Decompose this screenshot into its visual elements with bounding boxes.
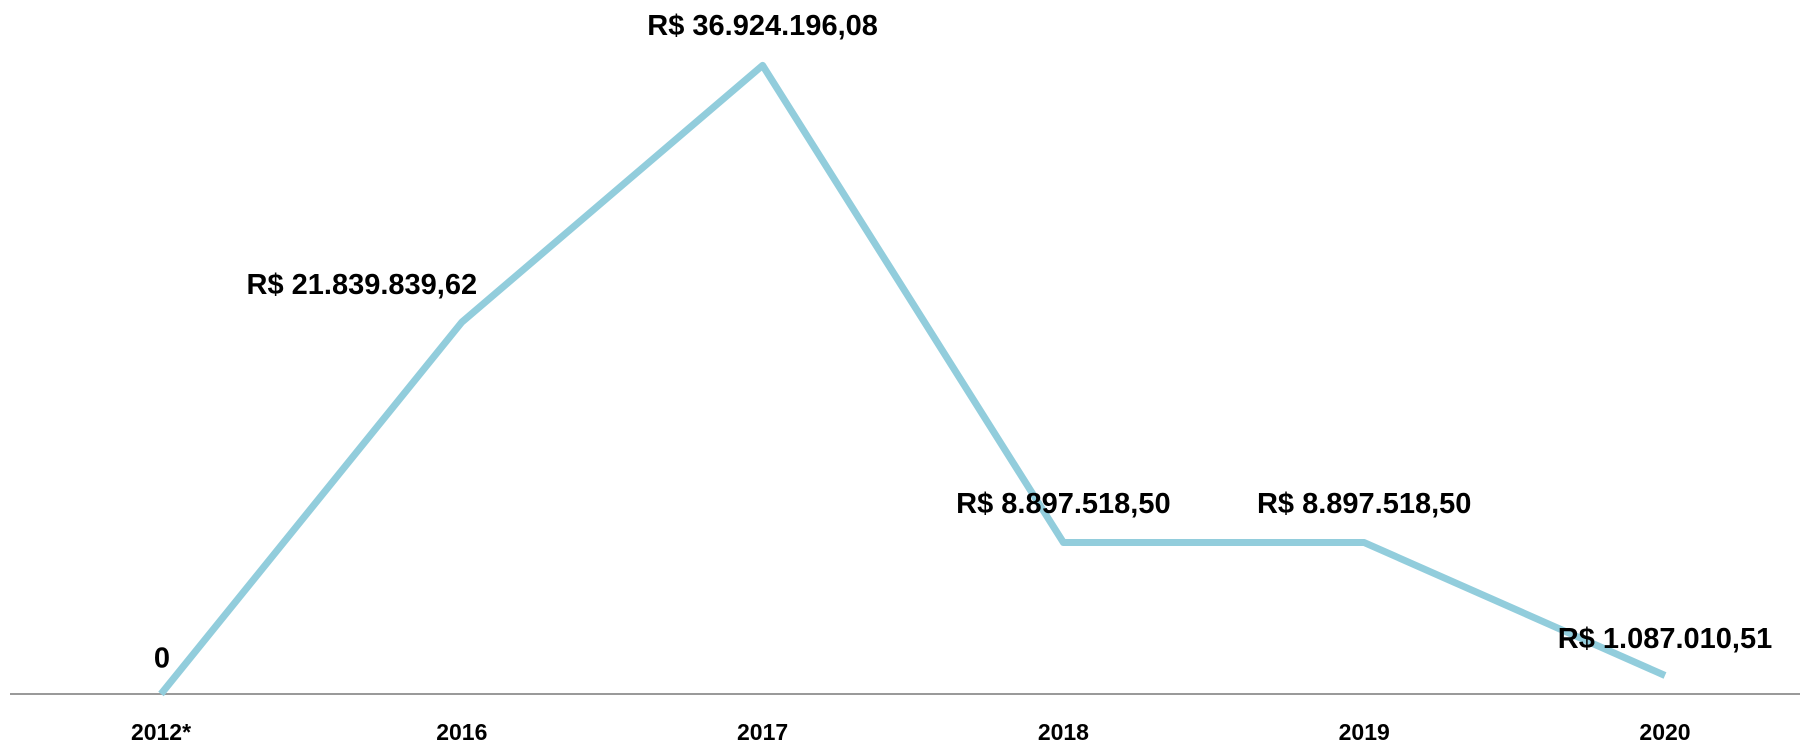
x-tick-label: 2020 [1639, 719, 1690, 745]
data-label: 0 [154, 643, 170, 675]
x-tick-label: 2017 [737, 719, 788, 745]
x-tick-label: 2016 [436, 719, 487, 745]
data-label: R$ 8.897.518,50 [956, 488, 1170, 520]
x-tick-label: 2012* [131, 719, 191, 745]
data-label: R$ 36.924.196,08 [647, 10, 878, 42]
data-label: R$ 1.087.010,51 [1558, 623, 1772, 655]
x-tick-label: 2018 [1038, 719, 1089, 745]
data-line [158, 61, 1667, 697]
data-label: R$ 8.897.518,50 [1257, 488, 1471, 520]
x-tick-label: 2019 [1339, 719, 1390, 745]
data-label: R$ 21.839.839,62 [247, 269, 478, 301]
